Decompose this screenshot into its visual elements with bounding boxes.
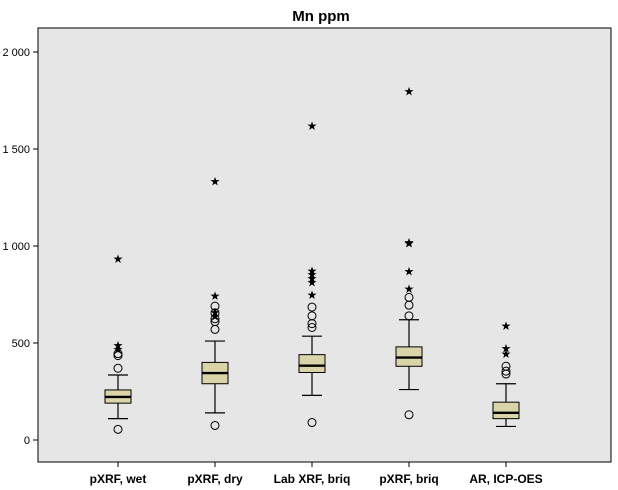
outlier-point [113,349,123,359]
outlier-point [307,322,317,332]
x-axis: pXRF, wet pXRF, dry Lab XRF, briq pXRF, bri… [90,462,543,486]
extreme-point: ★ [404,265,415,279]
outlier-point [501,361,511,371]
box-3: ★★★★★★ [298,119,326,428]
box-1: ★★★ [104,252,132,434]
extreme-point: ★ [113,338,124,352]
outlier-point [210,301,220,311]
y-tick-label: 1 500 [2,144,30,156]
extreme-point: ★ [307,272,318,286]
extreme-point: ★ [404,237,415,251]
extreme-point: ★ [404,236,415,250]
y-tick-label: 500 [12,338,30,350]
extreme-point: ★ [113,342,124,356]
extreme-point: ★ [501,341,512,355]
iqr-box [298,354,326,373]
extreme-point: ★ [113,252,124,266]
extreme-point: ★ [501,347,512,361]
box-2: ★★★★ [201,175,229,430]
plot-area [37,27,612,463]
y-tick-label: 0 [24,435,30,447]
extreme-point: ★ [210,305,221,319]
outlier-point [210,317,220,327]
outlier-point [210,420,220,430]
outlier-point [501,366,511,376]
box-5: ★★★ [492,319,520,428]
extreme-point: ★ [210,289,221,303]
x-tick-label: pXRF, briq [379,472,438,486]
x-tick-label: pXRF, wet [90,472,147,486]
chart-title: Mn ppm [292,8,350,25]
outlier-point [113,424,123,434]
extreme-point: ★ [404,84,415,98]
outlier-point [404,292,414,302]
extreme-point: ★ [210,175,221,189]
box-4: ★★★★★ [395,84,423,420]
extreme-point: ★ [307,119,318,133]
y-tick-label: 2 000 [2,47,30,59]
outlier-point [307,302,317,312]
x-tick-label: Lab XRF, briq [274,472,351,486]
extreme-point: ★ [210,309,221,323]
outlier-point [307,311,317,321]
extreme-point: ★ [501,319,512,333]
extreme-point: ★ [307,288,318,302]
iqr-box [492,401,520,420]
extreme-point: ★ [404,282,415,296]
x-tick-label: pXRF, dry [187,472,243,486]
outlier-point [210,308,220,318]
extreme-point: ★ [307,275,318,289]
extreme-point: ★ [307,264,318,278]
outlier-point [404,410,414,420]
boxes-group: ★★★★★★★★★★★★★★★★★★★★★ [104,84,520,434]
extreme-point: ★ [307,268,318,282]
y-tick-label: 1 000 [2,241,30,253]
outlier-point [404,311,414,321]
y-axis: 0 500 1 000 1 500 2 000 [2,47,38,447]
outlier-point [307,418,317,428]
outlier-point [210,314,220,324]
outlier-point [113,363,123,373]
x-tick-label: AR, ICP-OES [469,472,542,486]
